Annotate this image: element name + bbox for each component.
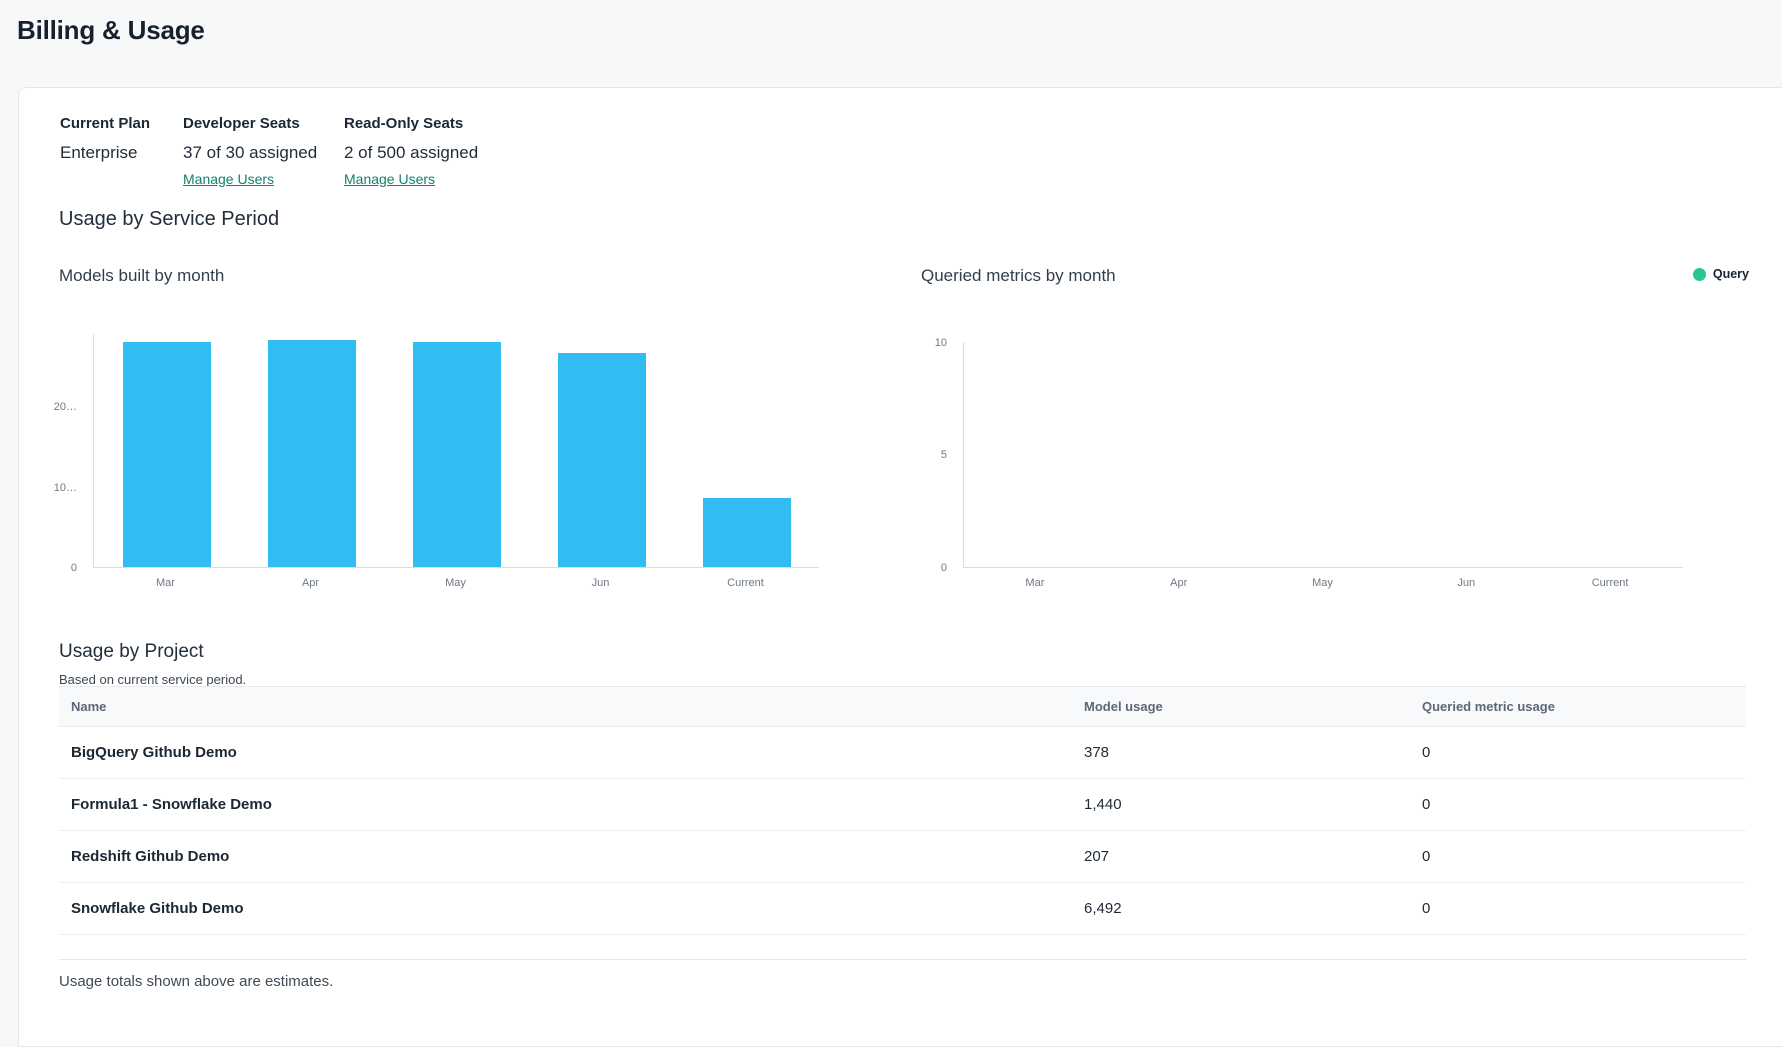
usage-by-service-period-title: Usage by Service Period xyxy=(59,208,280,230)
developer-seats-column: Developer Seats 37 of 30 assigned Manage… xyxy=(183,115,317,189)
manage-users-link-readonly[interactable]: Manage Users xyxy=(344,171,436,187)
readonly-seats-label: Read-Only Seats xyxy=(344,115,464,132)
project-name-cell: BigQuery Github Demo xyxy=(71,744,237,761)
y-tick-label: 0 xyxy=(70,562,77,574)
table-end-divider xyxy=(59,959,1746,960)
x-axis-label: Mar xyxy=(156,577,175,589)
y-axis: 0 5 10 xyxy=(921,337,955,574)
x-axis-label: Jun xyxy=(1457,577,1476,589)
x-axis-label: Mar xyxy=(1025,577,1045,589)
table-row: Formula1 - Snowflake Demo 1,440 0 xyxy=(59,779,1746,831)
x-axis-label: Jun xyxy=(591,577,610,589)
current-plan-label: Current Plan xyxy=(60,115,151,132)
chart-title: Models built by month xyxy=(59,266,225,285)
column-header: Model usage xyxy=(1084,699,1163,714)
developer-seats-value: 37 of 30 assigned xyxy=(183,143,318,162)
usage-by-project-title: Usage by Project xyxy=(59,641,204,662)
usage-value-cell: 0 xyxy=(1422,744,1431,761)
table-header-row: Name Model usage Queried metric usage xyxy=(59,686,1746,727)
bar-slot xyxy=(529,353,674,567)
legend-dot xyxy=(1692,267,1706,281)
usage-value-cell: 378 xyxy=(1084,744,1110,761)
x-axis-label: Apr xyxy=(301,577,320,589)
y-tick-label: 0 xyxy=(940,562,947,574)
usage-value-cell: 6,492 xyxy=(1084,900,1122,917)
manage-users-link-developer[interactable]: Manage Users xyxy=(183,171,275,187)
chart-title: Queried metrics by month xyxy=(921,266,1116,285)
x-axis-label: Current xyxy=(727,577,764,589)
y-axis: 0 10… 20… xyxy=(54,335,85,574)
usage-by-project-table: Name Model usage Queried metric usage BigQ… xyxy=(59,686,1746,935)
table-body: BigQuery Github Demo 378 0 Formula1 - Snowf… xyxy=(59,727,1746,935)
readonly-seats-column: Read-Only Seats 2 of 500 assigned Manage… xyxy=(344,115,478,189)
x-axis-label: Apr xyxy=(1170,577,1188,589)
bar xyxy=(412,342,501,567)
bar-series xyxy=(964,342,1683,567)
x-axis: Mar Apr May Jun Current xyxy=(93,577,818,589)
legend-label: Query xyxy=(1712,267,1749,281)
billing-content-card: Current Plan Enterprise Developer Seats … xyxy=(18,87,1782,1047)
bar-slot xyxy=(94,342,239,567)
plot-area xyxy=(963,342,1683,568)
usage-value-cell: 0 xyxy=(1422,848,1431,865)
chart-legend: Query xyxy=(1692,267,1749,281)
readonly-seats-value: 2 of 500 assigned xyxy=(344,143,479,162)
bar xyxy=(267,340,356,567)
x-axis-label: Current xyxy=(1591,577,1629,589)
bar xyxy=(122,342,211,567)
y-tick-label: 20… xyxy=(53,401,77,413)
bar xyxy=(557,353,646,567)
bar-slot xyxy=(239,340,384,567)
current-plan-value: Enterprise xyxy=(60,143,138,162)
current-plan-column: Current Plan Enterprise xyxy=(60,115,150,163)
y-tick-label: 5 xyxy=(940,449,947,461)
developer-seats-label: Developer Seats xyxy=(183,115,300,132)
page-title: Billing & Usage xyxy=(17,15,205,45)
usage-value-cell: 207 xyxy=(1084,848,1110,865)
x-axis-label: May xyxy=(445,577,466,589)
bar-series xyxy=(94,334,819,567)
bar-slot xyxy=(674,498,819,567)
project-name-cell: Redshift Github Demo xyxy=(71,848,230,865)
usage-value-cell: 0 xyxy=(1422,796,1431,813)
usage-by-project-subtitle: Based on current service period. xyxy=(59,672,247,687)
models-built-chart: Models built by month 0 10… 20… Mar Apr May J… xyxy=(54,258,859,593)
table-row: BigQuery Github Demo 378 0 xyxy=(59,727,1746,779)
table-row: Snowflake Github Demo 6,492 0 xyxy=(59,883,1746,935)
table-row: Redshift Github Demo 207 0 xyxy=(59,831,1746,883)
y-tick-label: 10 xyxy=(934,337,947,349)
project-name-cell: Formula1 - Snowflake Demo xyxy=(71,796,272,813)
usage-value-cell: 0 xyxy=(1422,900,1431,917)
page-header: Billing & Usage xyxy=(0,0,1782,87)
column-header: Name xyxy=(71,699,107,714)
bar xyxy=(702,498,791,567)
usage-value-cell: 1,440 xyxy=(1084,796,1122,813)
x-axis-label: May xyxy=(1312,577,1333,589)
y-tick-label: 10… xyxy=(53,482,77,494)
plot-area xyxy=(93,334,819,568)
queried-metrics-chart: Queried metrics by month Query 0 5 10 Mar A… xyxy=(921,258,1749,593)
x-axis: Mar Apr May Jun Current xyxy=(963,577,1682,589)
bar-slot xyxy=(384,342,529,567)
column-header: Queried metric usage xyxy=(1422,699,1555,714)
usage-estimates-footnote: Usage totals shown above are estimates. xyxy=(59,973,334,990)
project-name-cell: Snowflake Github Demo xyxy=(71,900,244,917)
